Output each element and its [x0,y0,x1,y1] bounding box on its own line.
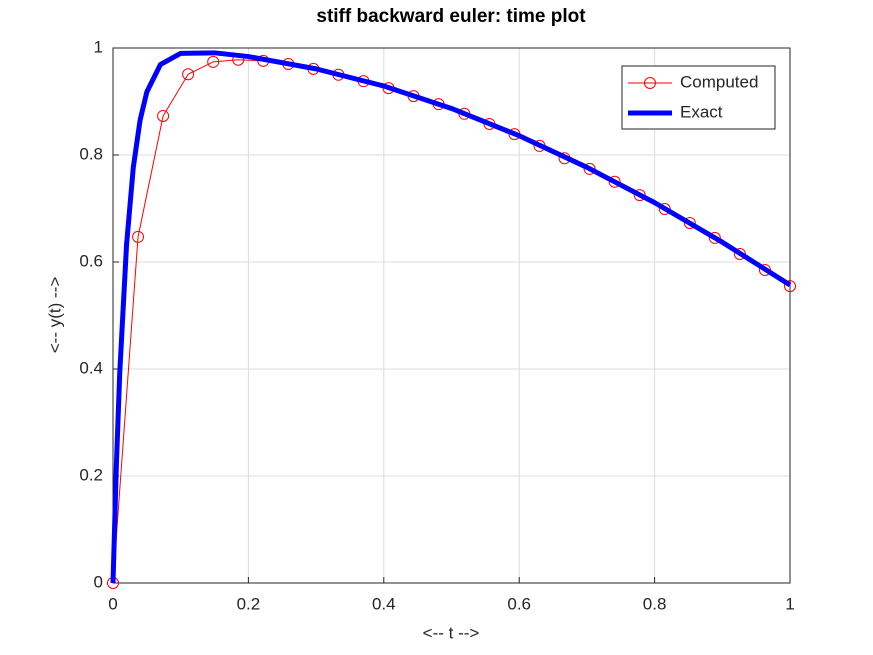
y-tick-label: 0.8 [79,144,103,163]
x-axis-label: <-- t --> [423,623,480,642]
x-tick-label: 1 [785,594,794,613]
data-point [608,175,621,188]
data-point [683,216,696,229]
x-tick-label: 0 [108,594,117,613]
axes-box [112,47,791,584]
chart-title: stiff backward euler: time plot [316,6,586,27]
data-point [157,109,170,122]
legend-label: Exact [680,102,723,121]
plot-area [113,48,790,583]
legend: Computed Exact [621,65,776,130]
y-tick-label: 0.4 [79,358,103,377]
data-point [132,230,145,243]
legend-label: Computed [680,72,758,91]
y-tick-label: 0.6 [79,251,103,270]
x-tick-label: 0.6 [507,594,531,613]
legend-marker [644,77,656,89]
data-point [708,231,721,244]
x-tick-label: 0.8 [643,594,667,613]
legend-box [621,65,776,130]
x-tick-label: 0.4 [372,594,396,613]
y-tick-label: 1 [94,37,103,56]
data-point [182,68,195,81]
data-point [784,280,796,293]
y-tick-label: 0.2 [79,465,103,484]
x-tick-label: 0.2 [237,594,261,613]
data-point [207,55,220,68]
y-tick-label: 0 [94,572,103,591]
y-axis-label: <-- y(t) --> [45,277,64,354]
series-line [110,50,792,584]
